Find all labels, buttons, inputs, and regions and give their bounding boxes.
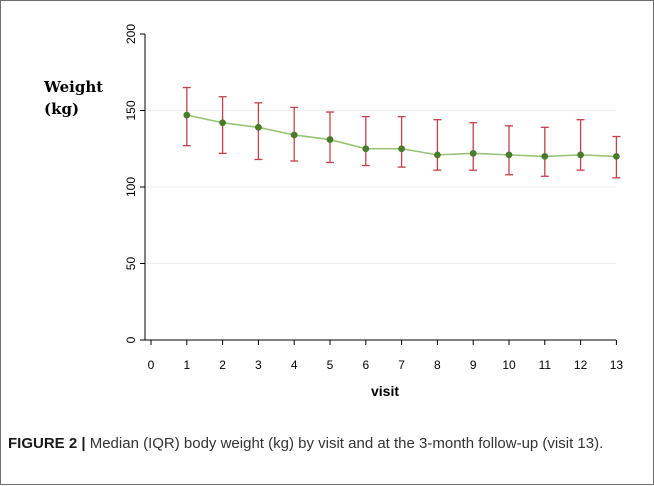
median-point xyxy=(290,131,298,139)
x-tick-label: 2 xyxy=(219,358,226,372)
figure-caption-label: FIGURE 2 | xyxy=(8,435,86,452)
x-tick-label: 4 xyxy=(291,358,298,372)
x-tick-label: 9 xyxy=(470,358,477,372)
x-tick-label: 12 xyxy=(574,358,588,372)
x-tick-label: 8 xyxy=(434,358,441,372)
median-point xyxy=(326,136,334,143)
median-point xyxy=(613,153,620,160)
y-tick-label: 0 xyxy=(124,336,138,343)
x-axis-label: visit xyxy=(370,383,399,399)
median-point xyxy=(183,111,191,119)
median-point xyxy=(505,151,513,159)
x-tick-label: 6 xyxy=(362,358,369,372)
x-tick-label: 13 xyxy=(610,358,624,372)
y-tick-label: 150 xyxy=(124,100,138,120)
y-axis-label-line1: Weight xyxy=(44,78,104,96)
median-point xyxy=(219,119,227,127)
figure-caption: FIGURE 2 | Median (IQR) body weight (kg)… xyxy=(8,433,644,455)
x-tick-label: 1 xyxy=(183,358,190,372)
median-point xyxy=(541,153,549,160)
median-point xyxy=(434,151,441,159)
x-tick-label: 0 xyxy=(148,358,155,372)
y-tick-label: 200 xyxy=(124,24,138,44)
median-point xyxy=(362,145,370,153)
x-tick-label: 3 xyxy=(255,358,262,372)
median-point xyxy=(255,123,262,131)
x-tick-label: 10 xyxy=(502,358,516,372)
x-tick-label: 5 xyxy=(327,358,334,372)
x-tick-label: 7 xyxy=(398,358,405,372)
x-tick-label: 11 xyxy=(539,358,552,372)
median-point xyxy=(577,151,584,159)
y-axis-label: Weight (kg) xyxy=(44,76,114,120)
median-point xyxy=(469,149,477,157)
y-tick-label: 50 xyxy=(124,257,138,271)
frame-top-rule xyxy=(0,0,654,1)
figure-caption-text: Median (IQR) body weight (kg) by visit a… xyxy=(85,435,604,452)
median-point xyxy=(398,145,405,153)
y-tick-label: 100 xyxy=(124,177,138,197)
y-axis-label-line2: (kg) xyxy=(44,100,80,118)
